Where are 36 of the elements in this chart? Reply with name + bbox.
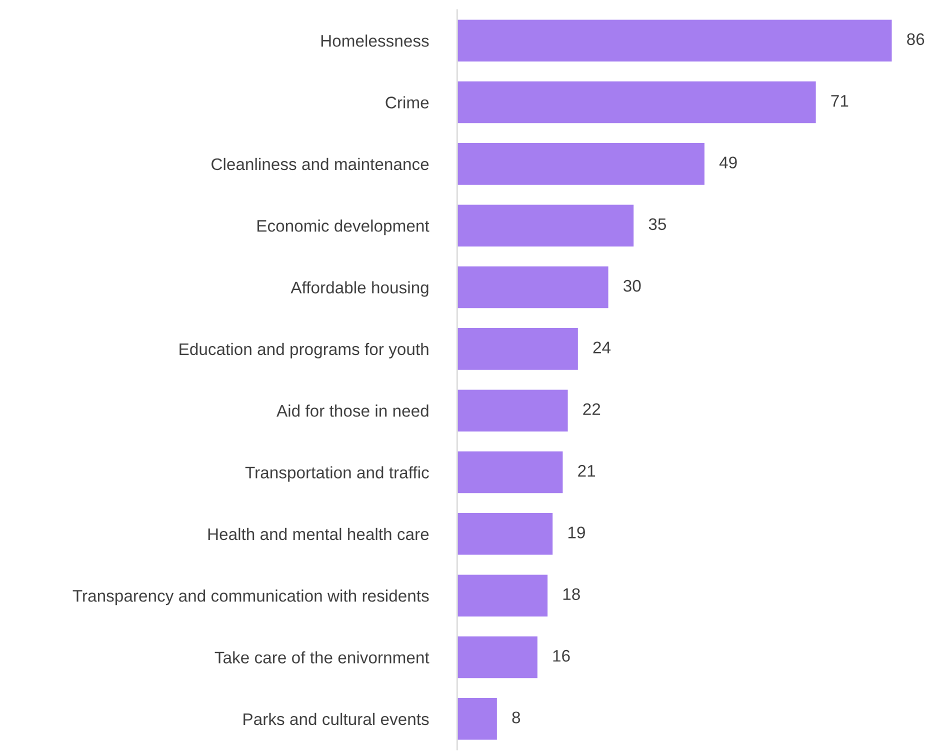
data-label: 86	[907, 33, 924, 46]
data-label: 35	[648, 218, 666, 230]
bar	[457, 450, 564, 495]
y-tick-label: Transparency and communication with residents	[72, 590, 429, 606]
y-tick-label: Aid for those in need	[276, 404, 428, 417]
bar	[457, 80, 818, 125]
data-label: 8	[512, 712, 520, 724]
data-label: 18	[563, 588, 580, 600]
data-label: 19	[568, 526, 585, 538]
bar	[457, 388, 570, 433]
y-tick-label: Affordable housing	[290, 281, 428, 297]
y-tick-label: Transportation and traffic	[245, 466, 429, 482]
y-tick-label: Economic development	[257, 220, 430, 236]
data-label: 30	[624, 280, 641, 292]
y-tick-label: Parks and cultural events	[244, 712, 429, 726]
bar	[457, 512, 554, 556]
y-tick-label: Health and mental health care	[208, 528, 429, 540]
data-label: 16	[553, 650, 570, 662]
bar	[457, 326, 580, 372]
bar	[457, 264, 610, 310]
data-label: 49	[719, 156, 737, 168]
bar	[457, 142, 706, 186]
data-label: 71	[831, 95, 848, 107]
bar	[457, 18, 894, 63]
data-label: 22	[583, 403, 600, 415]
bar	[457, 203, 635, 248]
data-label: 24	[593, 342, 611, 354]
data-label: 21	[578, 464, 596, 477]
y-tick-label: Cleanliness and maintenance	[212, 158, 429, 170]
bar	[457, 634, 539, 680]
y-tick-label: Homelessness	[321, 34, 429, 47]
bar	[457, 696, 498, 742]
y-tick-label: Take care of the enivornment	[214, 651, 430, 664]
y-tick-label: Crime	[386, 96, 429, 108]
bar	[457, 573, 549, 618]
y-tick-label: Education and programs for youth	[180, 342, 428, 358]
